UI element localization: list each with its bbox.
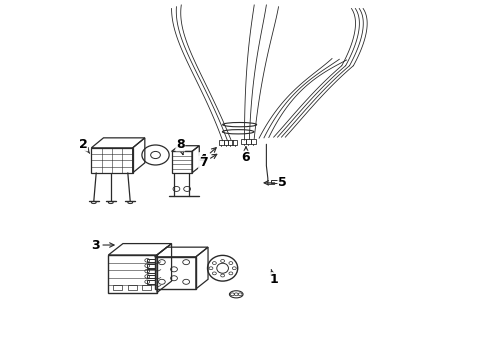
- Text: 4: 4: [199, 148, 216, 166]
- Bar: [154, 257, 196, 289]
- Bar: [245, 139, 250, 144]
- Bar: [147, 280, 155, 284]
- Bar: [241, 139, 245, 144]
- Bar: [250, 139, 255, 144]
- Bar: [147, 269, 155, 273]
- Text: 3: 3: [91, 239, 114, 252]
- Bar: [147, 275, 155, 278]
- Bar: [91, 148, 132, 173]
- Text: 5: 5: [264, 176, 286, 189]
- Bar: [142, 285, 151, 290]
- Bar: [147, 258, 155, 262]
- Text: 8: 8: [176, 138, 184, 155]
- Bar: [108, 255, 157, 293]
- Text: 2: 2: [79, 138, 89, 153]
- Bar: [147, 264, 155, 267]
- Bar: [271, 180, 280, 183]
- Bar: [113, 285, 122, 290]
- Bar: [223, 140, 228, 145]
- Bar: [127, 285, 136, 290]
- Bar: [218, 140, 223, 145]
- Text: 6: 6: [241, 147, 250, 165]
- Bar: [232, 140, 237, 145]
- Bar: [227, 140, 232, 145]
- Bar: [171, 152, 192, 173]
- Text: 7: 7: [199, 154, 216, 169]
- Text: 1: 1: [269, 270, 278, 286]
